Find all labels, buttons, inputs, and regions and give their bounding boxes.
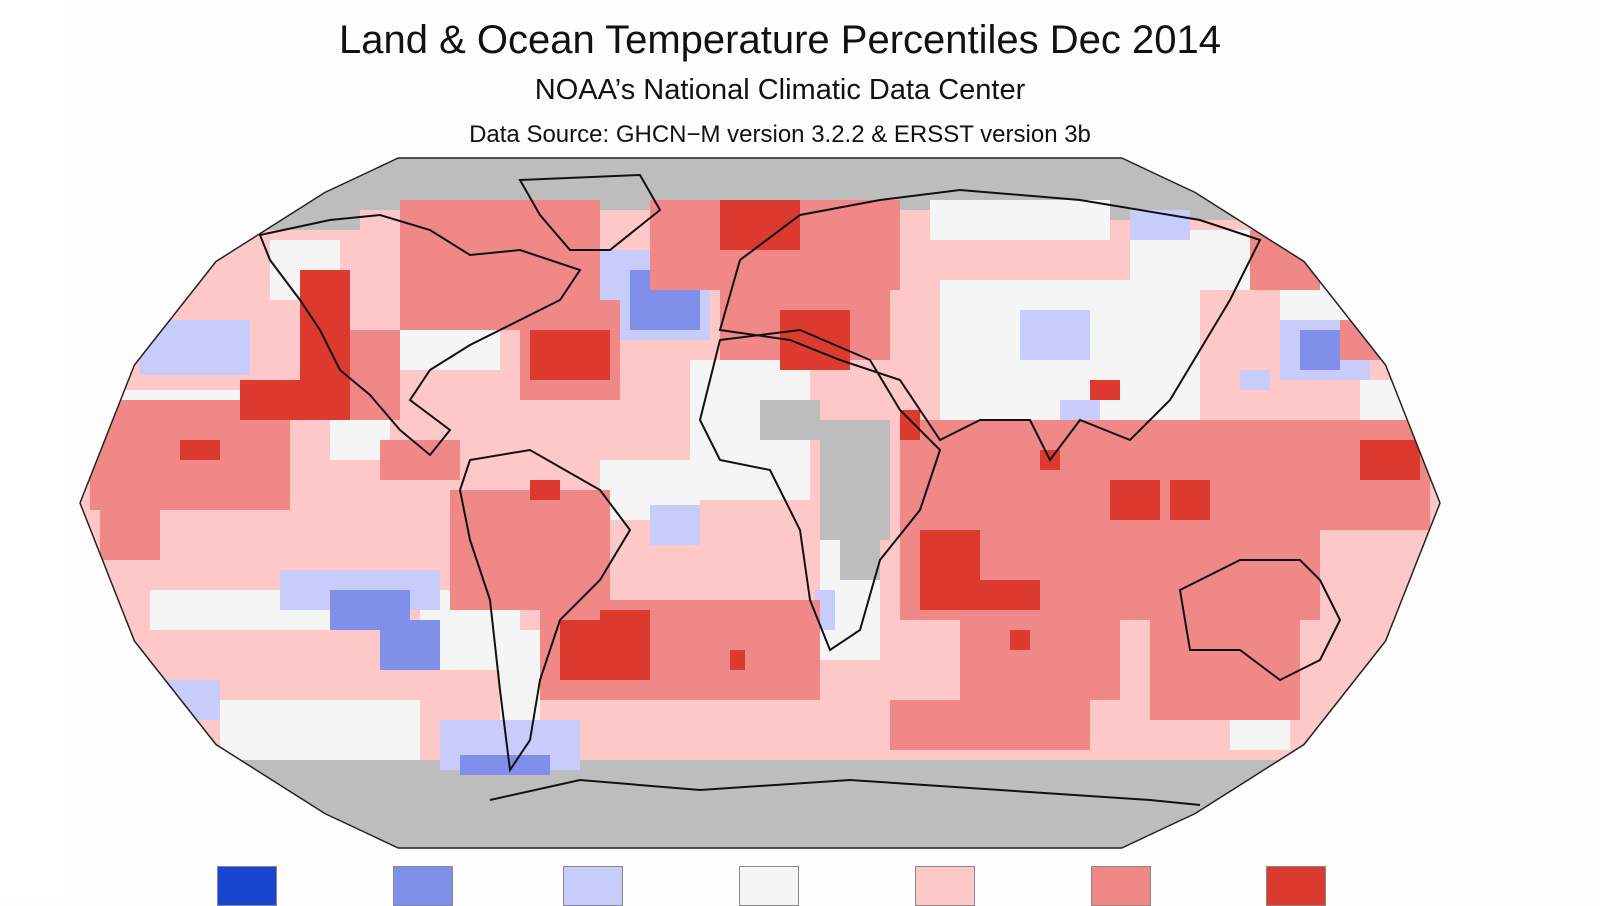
eurasia-coast — [718, 188, 1262, 462]
much-above-normal-cell — [100, 500, 160, 560]
below-normal-cell — [460, 755, 550, 775]
data-source: Data Source: GHCN−M version 3.2.2 & ERSS… — [469, 121, 1091, 148]
north-america-coast — [258, 213, 582, 457]
greenland-coast — [518, 173, 662, 251]
below-normal-light-cell — [650, 505, 700, 545]
neutral-cell — [400, 330, 500, 370]
much-above-normal-cell — [1340, 320, 1380, 360]
much-above-normal-cell — [1150, 620, 1300, 720]
australia-coast — [1178, 559, 1342, 682]
land-no-data — [820, 420, 890, 540]
map-subtitle: NOAA’s National Climatic Data Center — [534, 74, 1026, 106]
land-no-data — [760, 400, 820, 440]
left-margin — [0, 0, 64, 900]
record-warmest-cell — [1110, 480, 1160, 520]
much-above-normal-cell — [450, 490, 610, 610]
map-title: Land & Ocean Temperature Percentiles Dec… — [338, 18, 1221, 62]
much-above-normal-cell — [960, 620, 1120, 700]
legend-swatch — [739, 866, 799, 906]
much-above-normal-cell — [890, 700, 1090, 750]
record-warmest-cell — [1010, 630, 1030, 650]
map-outline — [79, 157, 1441, 849]
below-normal-cell — [1300, 330, 1340, 370]
legend-swatch — [217, 866, 277, 906]
antarctic-no-data — [80, 760, 1440, 848]
record-warmest-cell — [530, 330, 610, 380]
record-warmest-cell — [960, 580, 1040, 610]
record-warmest-cell — [1170, 480, 1210, 520]
africa-coast — [698, 328, 942, 652]
neutral-cell — [1230, 720, 1290, 750]
record-warmest-cell — [600, 610, 650, 640]
record-warmest-cell — [1360, 440, 1420, 480]
legend-swatch — [563, 866, 623, 906]
south-america-coast — [458, 448, 632, 773]
record-warmest-cell — [300, 270, 350, 420]
record-warmest-cell — [240, 380, 300, 420]
record-warmest-cell — [530, 480, 560, 500]
neutral-cell — [930, 200, 1110, 240]
arctic-no-data — [80, 158, 360, 230]
record-warmest-cell — [180, 440, 220, 460]
below-normal-light-cell — [1060, 400, 1100, 420]
below-normal-light-cell — [1020, 310, 1090, 360]
land-no-data — [840, 540, 880, 580]
antarctica-coast — [489, 778, 1201, 806]
percentile-grid — [80, 158, 1440, 848]
below-normal-light-cell — [1240, 370, 1270, 390]
legend-swatch — [1266, 866, 1326, 906]
record-warmest-cell — [900, 410, 920, 440]
neutral-cell — [220, 700, 420, 760]
legend-swatch — [915, 866, 975, 906]
record-warmest-cell — [730, 650, 745, 670]
arctic-no-data — [1100, 158, 1440, 220]
below-normal-cell — [380, 620, 440, 670]
legend-swatch — [1091, 866, 1151, 906]
below-normal-light-cell — [140, 320, 250, 375]
coastlines — [258, 173, 1342, 806]
much-above-normal-cell — [1250, 230, 1320, 290]
legend-swatch — [393, 866, 453, 906]
below-normal-light-cell — [1130, 210, 1190, 240]
record-warmest-cell — [1090, 380, 1120, 400]
